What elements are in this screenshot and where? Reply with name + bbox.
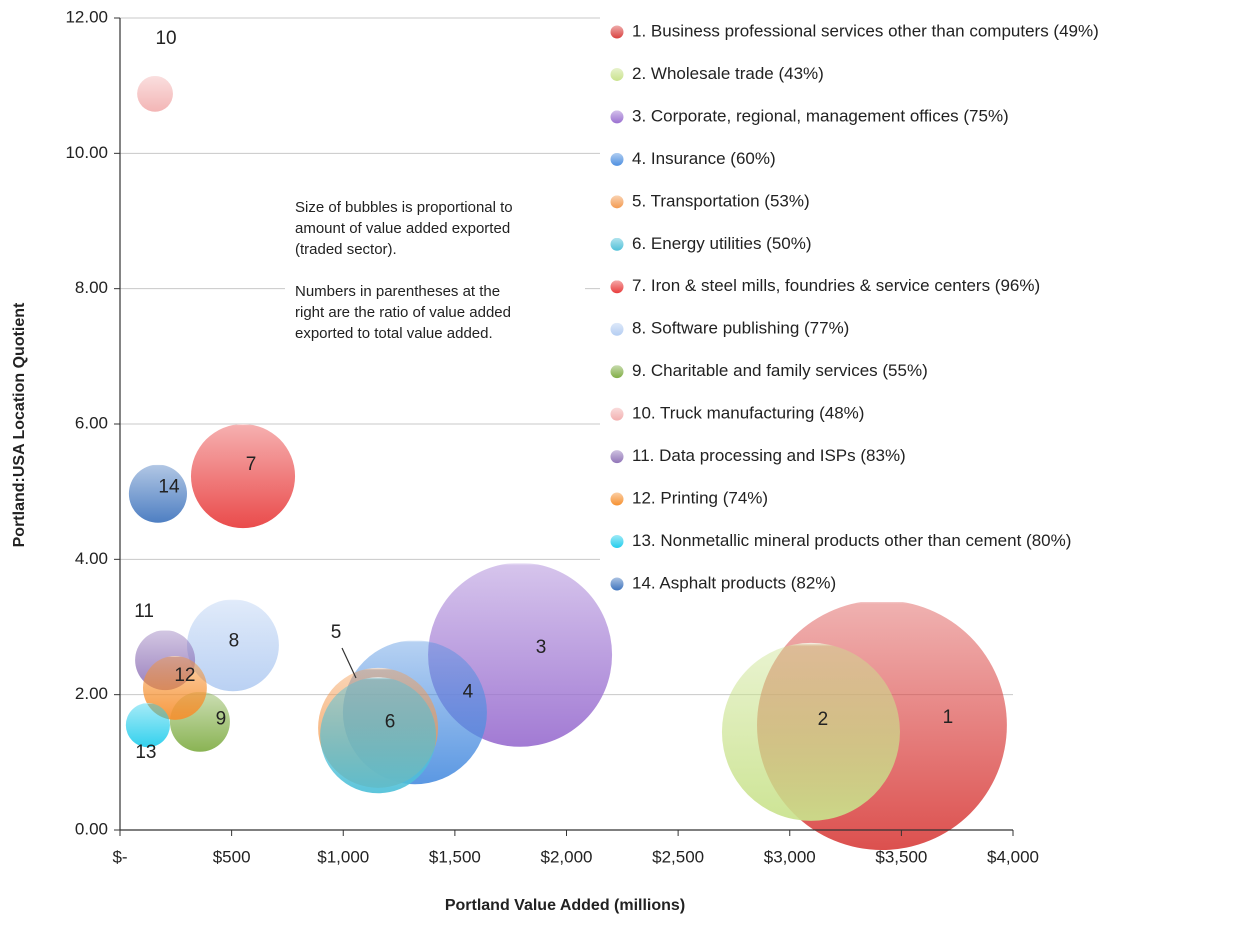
leader-line (341, 647, 357, 679)
y-tick-label: 0.00 (75, 819, 108, 838)
legend-marker (610, 25, 624, 39)
x-tick-label: $4,000 (987, 847, 1039, 866)
x-tick-label: $500 (213, 847, 251, 866)
bubble-label: 3 (536, 637, 547, 658)
legend-label: 2. Wholesale trade (43%) (632, 64, 824, 83)
bubble (190, 424, 296, 529)
annotation: (traded sector). (295, 241, 397, 258)
bubble (142, 655, 207, 720)
legend-label: 9. Charitable and family services (55%) (632, 361, 928, 380)
x-tick-label: $2,000 (541, 847, 593, 866)
legend-label: 10. Truck manufacturing (48%) (632, 404, 864, 423)
legend-label: 5. Transportation (53%) (632, 191, 810, 210)
legend-label: 1. Business professional services other … (632, 21, 1099, 40)
annotation: Numbers in parentheses at the (295, 283, 500, 300)
bubble-label: 4 (463, 681, 474, 702)
bubble-label: 1 (943, 707, 954, 728)
y-axis-title: Portland:USA Location Quotient (11, 302, 28, 547)
bubble-label: 2 (818, 709, 829, 730)
bubble-label: 9 (216, 709, 227, 730)
y-tick-label: 8.00 (75, 278, 108, 297)
legend-marker (610, 237, 624, 251)
bubble (721, 642, 900, 821)
bubble-label: 14 (158, 477, 180, 498)
legend-label: 7. Iron & steel mills, foundries & servi… (632, 276, 1040, 295)
legend-marker (610, 535, 624, 549)
bubble-label: 5 (331, 622, 342, 643)
legend-marker (610, 322, 624, 336)
legend-marker (610, 280, 624, 294)
annotation: exported to total value added. (295, 325, 493, 342)
x-tick-label: $- (112, 847, 127, 866)
legend-box (600, 12, 1255, 602)
legend-label: 12. Printing (74%) (632, 489, 768, 508)
legend-marker (610, 152, 624, 166)
legend-marker (610, 450, 624, 464)
bubble-label: 13 (135, 742, 156, 763)
legend-marker (610, 407, 624, 421)
x-tick-label: $3,500 (875, 847, 927, 866)
bubble-label: 6 (385, 711, 396, 732)
legend-marker (610, 492, 624, 506)
bubble-label: 12 (174, 665, 195, 686)
x-tick-label: $3,000 (764, 847, 816, 866)
bubble (137, 75, 173, 112)
bubble (128, 464, 188, 523)
bubble (320, 677, 437, 794)
bubble-label: 7 (246, 454, 257, 475)
legend-marker (610, 365, 624, 379)
x-axis-title: Portland Value Added (millions) (445, 897, 685, 914)
y-tick-label: 4.00 (75, 549, 108, 568)
annotation: right are the ratio of value added (295, 304, 511, 321)
legend-label: 6. Energy utilities (50%) (632, 234, 812, 253)
legend-marker (610, 195, 624, 209)
legend-marker (610, 67, 624, 81)
y-tick-label: 12.00 (65, 7, 108, 26)
bubble (125, 703, 170, 748)
y-tick-label: 6.00 (75, 413, 108, 432)
legend-marker (610, 110, 624, 124)
annotation-box (285, 190, 585, 370)
legend-label: 13. Nonmetallic mineral products other t… (632, 531, 1071, 550)
x-tick-label: $2,500 (652, 847, 704, 866)
x-tick-label: $1,000 (317, 847, 369, 866)
y-tick-label: 2.00 (75, 684, 108, 703)
bubble-label: 10 (155, 28, 176, 49)
legend-marker (610, 577, 624, 591)
annotation: Size of bubbles is proportional to (295, 199, 513, 216)
bubble-label: 8 (229, 630, 240, 651)
legend-label: 8. Software publishing (77%) (632, 319, 849, 338)
bubble (187, 599, 279, 692)
x-tick-label: $1,500 (429, 847, 481, 866)
y-tick-label: 10.00 (65, 143, 108, 162)
legend-label: 4. Insurance (60%) (632, 149, 776, 168)
bubble-label: 11 (134, 601, 154, 622)
legend-label: 11. Data processing and ISPs (83%) (632, 446, 906, 465)
legend-label: 14. Asphalt products (82%) (632, 573, 836, 592)
annotation: amount of value added exported (295, 220, 510, 237)
legend-label: 3. Corporate, regional, management offic… (632, 106, 1009, 125)
